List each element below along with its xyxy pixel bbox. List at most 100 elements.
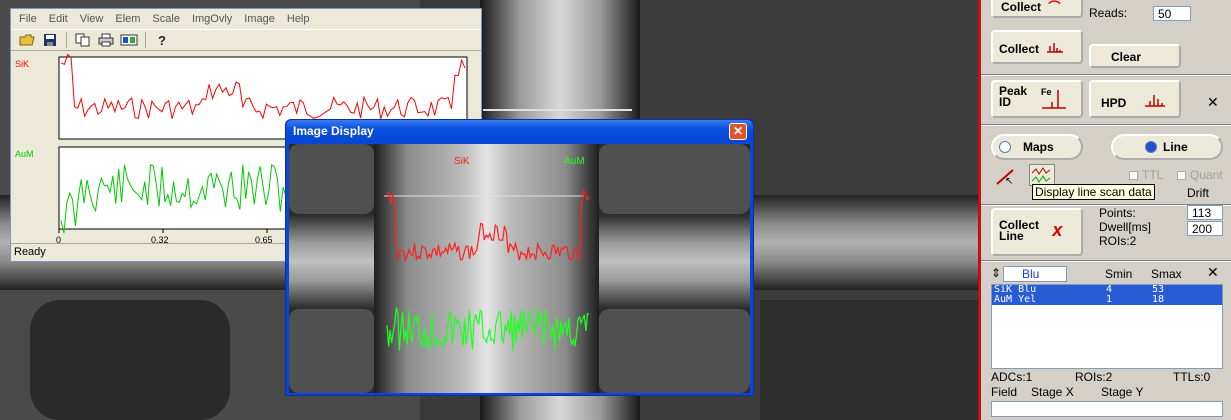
hpd-button[interactable]: HPD [1089, 80, 1181, 118]
line-toggle[interactable]: Line [1111, 134, 1223, 160]
sik-overlay-line [386, 189, 590, 263]
list-item[interactable]: AuM Yel 1 18 [992, 295, 1222, 305]
drift-label: Drift [1187, 186, 1209, 200]
toolbar-separator [66, 32, 67, 48]
collapse-icon[interactable]: ✕ [1207, 94, 1219, 110]
control-panel: Collect ⌒ Reads: 50 Collect Clear Peak I… [978, 0, 1231, 420]
menu-help[interactable]: Help [286, 13, 310, 25]
menu-imgovly[interactable]: ImgOvly [191, 13, 233, 25]
sik-overlay-label: SiK [454, 156, 470, 167]
collect-top-button[interactable]: Collect ⌒ [991, 0, 1083, 18]
quant-label: Quant [1190, 168, 1223, 182]
draw-line-icon[interactable]: ↖ [995, 166, 1017, 187]
red-x-icon: x [1052, 220, 1063, 240]
reads-field[interactable]: 50 [1153, 6, 1191, 21]
collect-top-label: Collect [1001, 0, 1042, 14]
close-roi-icon[interactable]: ✕ [1207, 264, 1219, 280]
peak-id-button[interactable]: Peak ID Fe [991, 80, 1083, 118]
rois-status: ROIs:2 [1075, 370, 1113, 384]
roi-smin: 1 [1106, 294, 1113, 305]
ttl-label: TTL [1142, 168, 1164, 182]
maps-toggle[interactable]: Maps [991, 134, 1083, 160]
spin-arrows-icon[interactable]: ⇕ [991, 266, 1002, 280]
aum-overlay-line [386, 307, 590, 351]
smax-header: Smax [1151, 267, 1182, 281]
svg-text:?: ? [158, 33, 166, 47]
spectrum-icon [1047, 43, 1064, 53]
adcs-status: ADCs:1 [991, 370, 1033, 384]
svg-text:Fe: Fe [1041, 87, 1052, 97]
toolbar: ? [11, 29, 481, 51]
print-icon[interactable] [96, 31, 116, 49]
aum-overlay-label: AuM [564, 156, 585, 167]
color-select[interactable]: Blu [1003, 266, 1067, 282]
fe-peak-icon: Fe [1041, 87, 1067, 109]
maps-label: Maps [1023, 140, 1054, 154]
x-tick-label: 0.32 [151, 235, 169, 243]
stage-x-label: Stage X [1031, 385, 1074, 399]
collect-button[interactable]: Collect [991, 30, 1083, 64]
line-label: Line [1163, 140, 1188, 154]
spectrum-red-icon: ⌒ [1048, 0, 1061, 14]
help-icon[interactable]: ? [152, 31, 172, 49]
tooltip: Display line scan data [1032, 184, 1155, 200]
separator [981, 74, 1231, 76]
x-tick-label: 0 [56, 235, 61, 243]
collect-label: Collect [999, 42, 1040, 56]
ttl-checkbox[interactable] [1129, 171, 1138, 180]
ttls-status: TTLs:0 [1173, 370, 1211, 384]
maps-radio [999, 141, 1011, 153]
open-folder-icon[interactable] [17, 31, 37, 49]
points-field[interactable]: 113 [1187, 205, 1223, 220]
field-label: Field [991, 385, 1018, 399]
svg-text:↖: ↖ [1005, 176, 1013, 186]
close-icon[interactable]: ✕ [729, 123, 747, 140]
separator [981, 204, 1231, 206]
collect-line-label: Collect Line [999, 218, 1040, 243]
list-item[interactable]: SiK Blu 4 53 [992, 285, 1222, 295]
roi-smax: 53 [1152, 284, 1165, 295]
sem-zoom-image: SiK AuM [289, 144, 750, 393]
quant-checkbox[interactable] [1177, 171, 1186, 180]
hpd-label: HPD [1101, 96, 1127, 110]
peak-id-label: Peak ID [999, 84, 1028, 109]
aum-channel-label: AuM [15, 149, 34, 159]
status-bar: Ready [11, 243, 481, 261]
hpd-spectrum-icon [1144, 95, 1165, 107]
image-display-canvas: SiK AuM [289, 144, 750, 393]
clear-button[interactable]: Clear [1089, 44, 1181, 68]
copy-icon[interactable] [73, 31, 93, 49]
line-radio-selected [1145, 141, 1157, 153]
reads-label: Reads: [1089, 6, 1128, 20]
menu-edit[interactable]: Edit [48, 13, 68, 25]
menu-bar: File Edit View Elem Scale ImgOvly Image … [11, 9, 481, 29]
menu-view[interactable]: View [79, 13, 104, 25]
roi-name: AuM Yel [994, 294, 1037, 305]
menu-file[interactable]: File [19, 13, 37, 25]
points-label: Points: [1099, 206, 1136, 220]
image-display-window: Image Display ✕ [285, 119, 754, 396]
stage-readout-field [991, 401, 1223, 417]
roi-name: SiK Blu [994, 284, 1037, 295]
separator [981, 124, 1231, 126]
toolbar-separator [145, 32, 146, 48]
menu-scale[interactable]: Scale [152, 13, 180, 25]
sik-channel-label: SiK [15, 59, 29, 69]
rois-label: ROIs:2 [1099, 234, 1137, 248]
dwell-field[interactable]: 200 [1187, 221, 1223, 236]
smin-header: Smin [1105, 267, 1133, 281]
line-scan-icon [1031, 167, 1051, 183]
display-line-scan-button[interactable] [1029, 164, 1055, 186]
menu-elem[interactable]: Elem [115, 13, 141, 25]
collect-line-button[interactable]: Collect Line x [991, 208, 1083, 256]
roi-smin: 4 [1106, 284, 1113, 295]
save-icon[interactable] [40, 31, 60, 49]
separator [981, 260, 1231, 262]
window-title[interactable]: Image Display [286, 120, 753, 142]
x-tick-label: 0.65 [255, 235, 273, 243]
dwell-label: Dwell[ms] [1099, 220, 1152, 234]
menu-image[interactable]: Image [244, 13, 275, 25]
roi-list[interactable]: SiK Blu 4 53 AuM Yel 1 18 [991, 284, 1223, 369]
image-icon[interactable] [119, 31, 139, 49]
roi-smax: 18 [1152, 294, 1165, 305]
